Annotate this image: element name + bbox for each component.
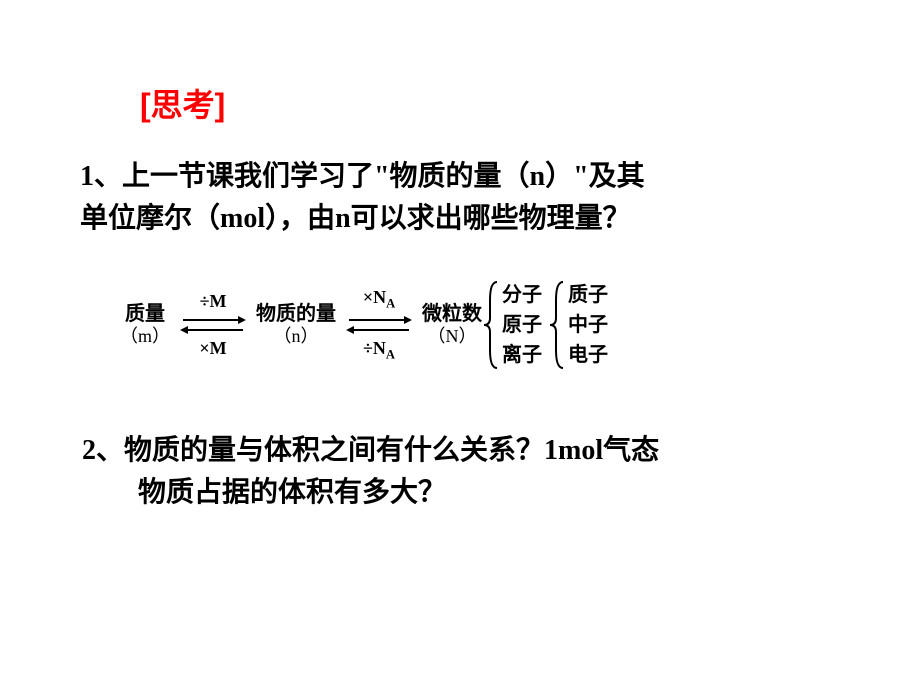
node-amount: 物质的量 （n） xyxy=(256,302,336,348)
op-mul-na: ×NA xyxy=(363,287,395,312)
node-particles-label: 微粒数 xyxy=(422,302,482,326)
item-molecule: 分子 xyxy=(502,280,542,310)
op-div-m: ÷M xyxy=(200,291,227,312)
q2-line1: 2、物质的量与体积之间有什么关系？1mol气态 xyxy=(82,435,659,466)
item-electron: 电子 xyxy=(568,340,608,370)
brace-1 xyxy=(482,280,502,370)
node-amount-label: 物质的量 xyxy=(256,302,336,326)
node-particles-sub: （N） xyxy=(422,326,482,348)
brace-2 xyxy=(548,280,568,370)
item-atom: 原子 xyxy=(502,310,542,340)
particle-types-group: 分子 原子 离子 xyxy=(482,280,542,370)
item-proton: 质子 xyxy=(568,280,608,310)
subparticle-types-group: 质子 中子 电子 xyxy=(548,280,608,370)
item-ion: 离子 xyxy=(502,340,542,370)
particle-list-1: 分子 原子 离子 xyxy=(502,280,542,370)
node-mass-label: 质量 xyxy=(120,302,170,326)
node-mass: 质量 （m） xyxy=(120,302,170,348)
arrow-group-1: ÷M ×M xyxy=(178,291,248,359)
q1-line1: 1、上一节课我们学习了"物质的量（n）"及其 xyxy=(80,161,645,192)
node-mass-sub: （m） xyxy=(120,326,170,348)
node-amount-sub: （n） xyxy=(256,326,336,348)
q2-line2: 物质占据的体积有多大？ xyxy=(82,477,446,508)
concept-diagram: 质量 （m） ÷M ×M 物质的量 （n） ×NA xyxy=(120,280,840,370)
arrow-group-2: ×NA ÷NA xyxy=(344,287,414,362)
question-2: 2、物质的量与体积之间有什么关系？1mol气态 物质占据的体积有多大？ xyxy=(80,430,840,514)
particle-list-2: 质子 中子 电子 xyxy=(568,280,608,370)
double-arrow-1 xyxy=(178,314,248,336)
think-header: [思考] xyxy=(140,80,840,126)
q1-line2: 单位摩尔（mol），由n可以求出哪些物理量？ xyxy=(80,203,631,234)
op-div-na: ÷NA xyxy=(363,338,395,363)
node-particles: 微粒数 （N） xyxy=(422,302,482,348)
item-neutron: 中子 xyxy=(568,310,608,340)
question-1: 1、上一节课我们学习了"物质的量（n）"及其 单位摩尔（mol），由n可以求出哪… xyxy=(80,156,840,240)
op-mul-m: ×M xyxy=(199,338,226,359)
double-arrow-2 xyxy=(344,314,414,336)
